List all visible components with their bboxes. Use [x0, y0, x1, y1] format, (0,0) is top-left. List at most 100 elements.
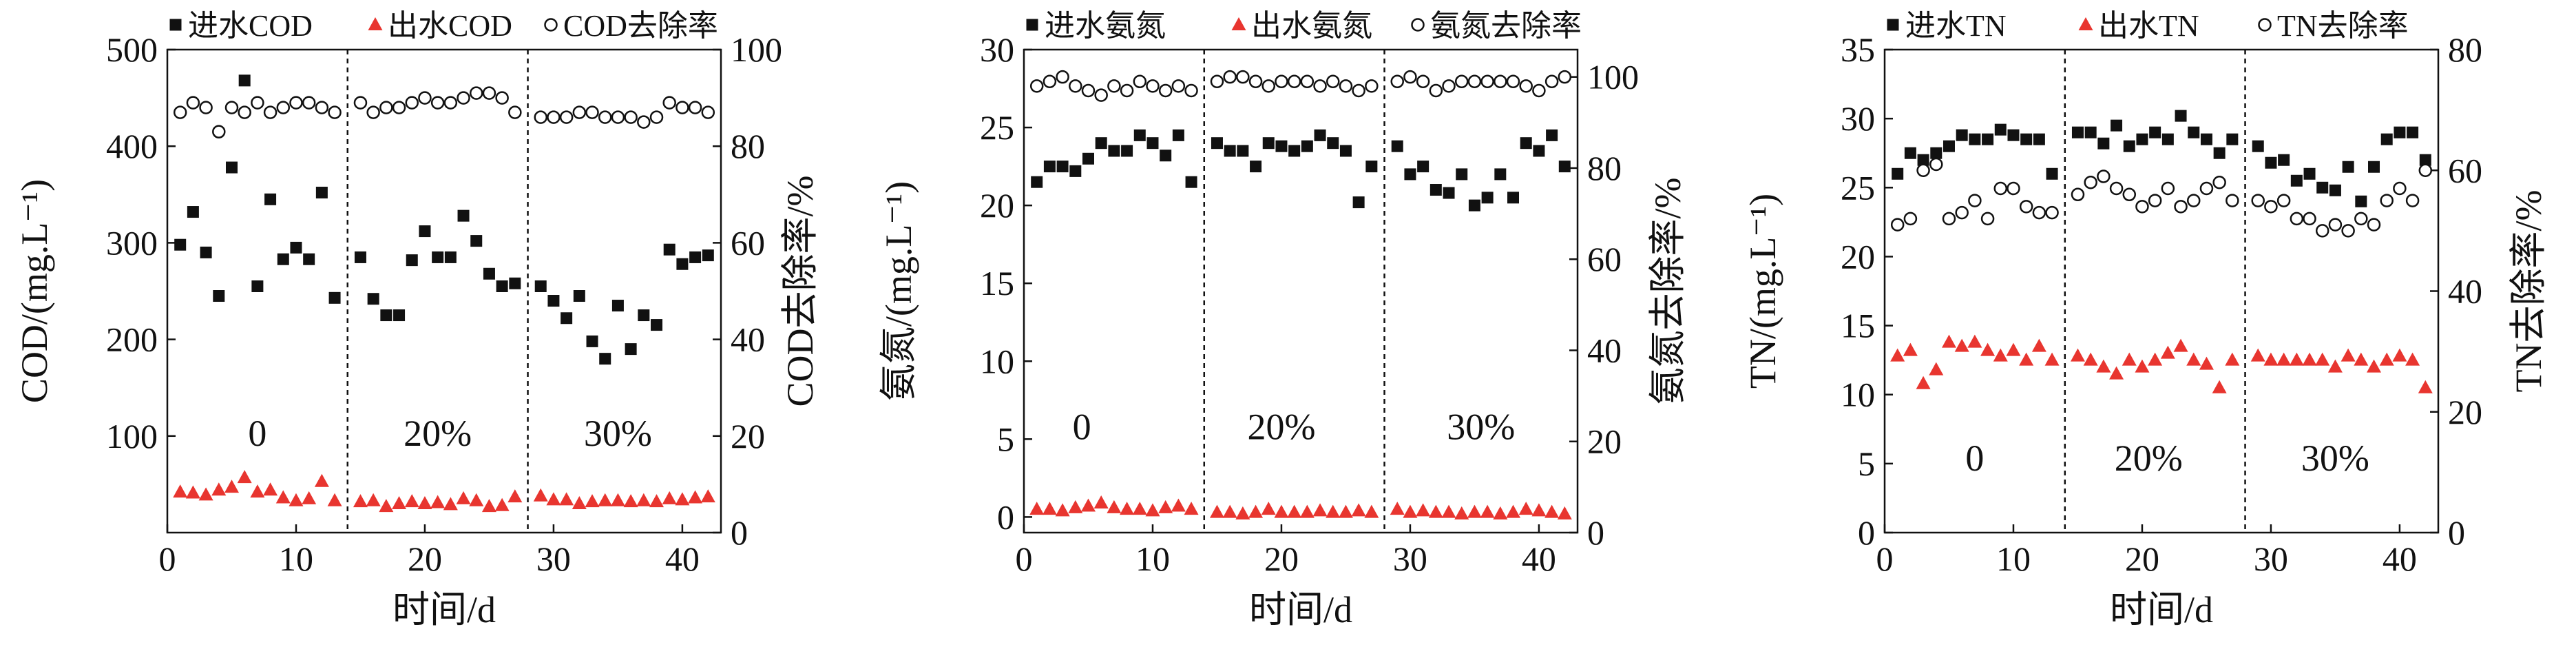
- data-point: [2302, 352, 2317, 366]
- legend-item: TN去除率: [2258, 9, 2409, 43]
- data-point: [2226, 133, 2239, 145]
- data-point: [1403, 70, 1417, 84]
- data-point: [1941, 334, 1956, 348]
- data-point: [1942, 212, 1956, 226]
- y-tick-label: 100: [106, 417, 158, 455]
- legend-marker-square: [1026, 19, 1038, 31]
- data-point: [2123, 140, 2135, 152]
- data-point: [1929, 362, 1944, 376]
- data-point: [1507, 192, 1520, 204]
- data-point: [2380, 133, 2393, 145]
- data-point: [2393, 181, 2407, 196]
- data-point: [2174, 200, 2188, 214]
- phase-label: 30%: [584, 413, 652, 454]
- data-point: [2046, 167, 2058, 180]
- data-point: [1133, 74, 1147, 89]
- data-point: [662, 96, 676, 110]
- data-point: [289, 96, 303, 110]
- series-square: [174, 74, 714, 365]
- data-point: [1557, 506, 1572, 520]
- data-point: [353, 494, 368, 508]
- data-point: [1481, 192, 1494, 204]
- data-point: [2290, 174, 2303, 187]
- data-point: [366, 105, 380, 119]
- data-point: [1171, 498, 1186, 512]
- data-point: [1223, 70, 1237, 84]
- y2-axis-title: COD去除率/%: [779, 176, 821, 407]
- data-point: [2122, 352, 2137, 366]
- data-point: [1248, 504, 1264, 518]
- data-point: [1081, 83, 1096, 98]
- data-point: [1441, 504, 1456, 518]
- data-point: [354, 251, 366, 263]
- data-point: [2355, 195, 2367, 207]
- plot-frame: [166, 48, 722, 534]
- data-point: [1531, 503, 1547, 517]
- data-point: [2083, 352, 2098, 366]
- data-point: [1428, 504, 1443, 518]
- data-point: [2418, 380, 2433, 393]
- data-point: [1275, 140, 1288, 152]
- y2-tick-label: 100: [1587, 58, 1639, 96]
- data-point: [1417, 161, 1430, 173]
- legend-marker-circle: [1411, 18, 1425, 32]
- data-point: [637, 115, 651, 129]
- data-point: [546, 492, 561, 506]
- data-point: [186, 96, 200, 110]
- y-tick-label: 15: [980, 264, 1014, 302]
- phase-label: 0: [248, 413, 266, 454]
- data-point: [1069, 79, 1082, 93]
- data-point: [2019, 200, 2033, 214]
- data-point: [225, 161, 238, 174]
- data-point: [507, 489, 523, 503]
- y-tick-label: 20: [1841, 237, 1875, 276]
- data-point: [586, 335, 598, 347]
- y-tick-label: 500: [106, 30, 158, 69]
- data-point: [1416, 74, 1430, 89]
- x-tick-label: 10: [1135, 539, 1170, 578]
- data-point: [1443, 187, 1455, 199]
- data-point: [1029, 79, 1044, 93]
- data-point: [1288, 145, 1301, 157]
- y-tick-label: 35: [1841, 30, 1875, 69]
- data-point: [1236, 70, 1250, 84]
- data-point: [457, 91, 470, 105]
- data-point: [573, 290, 585, 302]
- data-point: [1262, 137, 1275, 150]
- data-point: [2149, 126, 2161, 138]
- data-point: [1209, 504, 1224, 518]
- data-point: [1520, 137, 1532, 150]
- data-point: [2084, 176, 2097, 189]
- y2-tick-label: 40: [2448, 272, 2482, 311]
- data-point: [2007, 129, 2020, 141]
- legend-marker-triangle: [1231, 17, 1246, 30]
- legend-label: 出水COD: [388, 9, 512, 43]
- x-tick-label: 10: [1996, 539, 2031, 578]
- data-point: [1121, 145, 1133, 157]
- data-point: [2161, 181, 2175, 196]
- data-point: [1493, 506, 1508, 520]
- data-point: [662, 491, 677, 504]
- legend-marker-square: [169, 19, 182, 31]
- x-tick-label: 20: [1264, 539, 1299, 578]
- data-point: [1275, 74, 1288, 89]
- data-point: [1558, 70, 1572, 84]
- data-point: [251, 280, 264, 292]
- data-point: [2327, 359, 2343, 373]
- data-point: [1132, 502, 1147, 515]
- legend-item: 氨氮去除率: [1411, 9, 1582, 43]
- data-point: [2329, 184, 2341, 196]
- data-point: [1301, 140, 1313, 152]
- data-point: [599, 353, 611, 365]
- data-point: [470, 235, 483, 247]
- data-point: [456, 491, 471, 504]
- chart-panel-1: 0 10 20 30 40 100 200 300 400 500 0 20 40 60 80 100 时间/d…: [14, 9, 821, 630]
- data-point: [2044, 352, 2060, 366]
- data-point: [2200, 133, 2212, 145]
- data-point: [2303, 212, 2316, 226]
- data-point: [2007, 181, 2020, 196]
- data-point: [264, 193, 277, 205]
- y2-tick-label: 20: [2448, 393, 2482, 431]
- data-point: [224, 101, 239, 114]
